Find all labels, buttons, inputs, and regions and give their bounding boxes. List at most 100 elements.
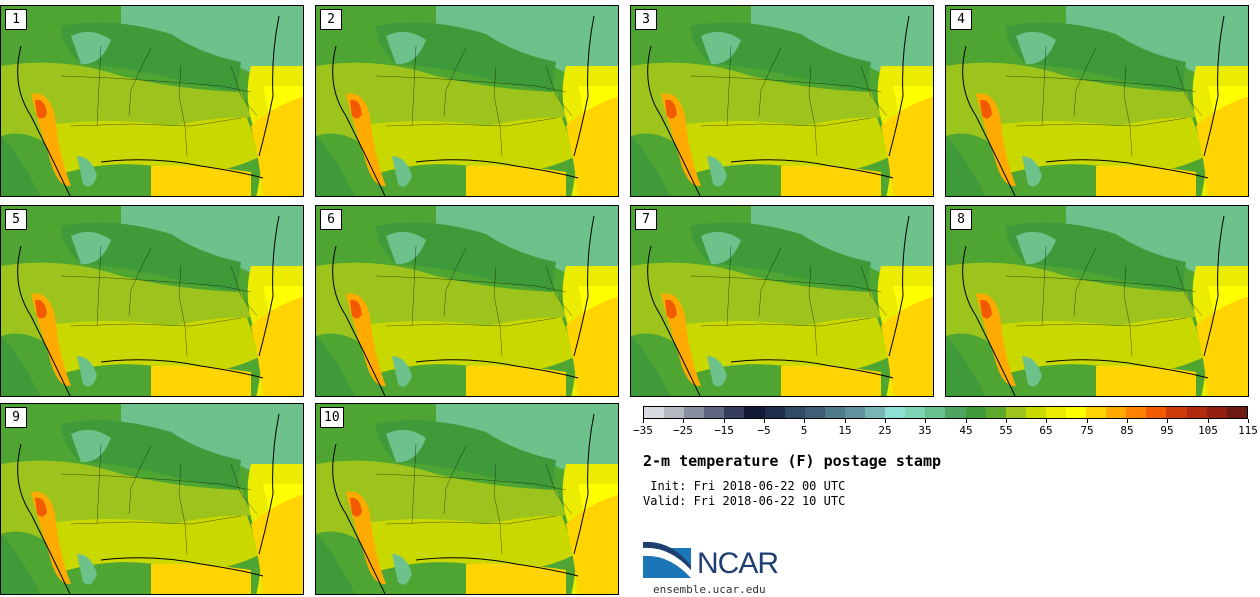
colorbar-tick-label: 5 [800, 424, 808, 437]
colorbar-swatch [664, 407, 685, 418]
colorbar-tick-label: 45 [959, 424, 973, 437]
member-label: 10 [320, 407, 344, 428]
member-map-panel[interactable]: 3 [630, 5, 934, 197]
temperature-map [316, 6, 618, 196]
colorbar-swatch [1005, 407, 1026, 418]
colorbar-swatch [945, 407, 966, 418]
colorbar-swatch [1106, 407, 1127, 418]
member-map-panel[interactable]: 9 [0, 403, 304, 595]
colorbar-swatch [1186, 407, 1207, 418]
member-label: 4 [950, 9, 972, 30]
colorbar-swatch [985, 407, 1006, 418]
colorbar-tick [1248, 419, 1249, 423]
temperature-map [1, 6, 303, 196]
colorbar-tick-label: 105 [1198, 424, 1218, 437]
member-label: 8 [950, 209, 972, 230]
colorbar-tick [966, 419, 967, 423]
colorbar-tick [764, 419, 765, 423]
colorbar-tick [804, 419, 805, 423]
colorbar-tick-label: 75 [1080, 424, 1094, 437]
colorbar-swatch [704, 407, 725, 418]
ncar-logo-text: NCAR [697, 547, 779, 580]
colorbar-tick-label: −35 [633, 424, 653, 437]
colorbar-swatch [865, 407, 886, 418]
colorbar-tick-labels: −35 −25 −15 −5 5 15 25 35 45 55 65 75 85 95 105 115 [633, 419, 1258, 441]
colorbar-swatch [1045, 407, 1066, 418]
colorbar-swatch [1146, 407, 1167, 418]
temperature-map [316, 404, 618, 594]
temperature-map [1, 206, 303, 396]
colorbar-tick-label: 55 [999, 424, 1013, 437]
colorbar-tick-label: 65 [1039, 424, 1053, 437]
colorbar-swatch [764, 407, 785, 418]
colorbar-tick-label: 95 [1160, 424, 1174, 437]
colorbar-tick [683, 419, 684, 423]
temperature-map [631, 6, 933, 196]
member-map-panel[interactable]: 10 [315, 403, 619, 595]
temperature-map [316, 206, 618, 396]
colorbar-tick [1087, 419, 1088, 423]
colorbar-swatch [925, 407, 946, 418]
member-label: 6 [320, 209, 342, 230]
colorbar-swatch [804, 407, 825, 418]
colorbar-tick [1006, 419, 1007, 423]
member-label: 5 [5, 209, 27, 230]
colorbar-tick [845, 419, 846, 423]
colorbar-swatch [1226, 407, 1247, 418]
chart-title: 2-m temperature (F) postage stamp [643, 452, 942, 470]
colorbar-tick-label: 35 [918, 424, 932, 437]
member-label: 9 [5, 407, 27, 428]
colorbar-swatch [744, 407, 765, 418]
colorbar-swatch [1065, 407, 1087, 418]
temperature-map [631, 206, 933, 396]
member-map-panel[interactable]: 4 [945, 5, 1249, 197]
colorbar-tick [1046, 419, 1047, 423]
member-label: 3 [635, 9, 657, 30]
colorbar-tick-label: −5 [757, 424, 771, 437]
member-map-panel[interactable]: 2 [315, 5, 619, 197]
site-url[interactable]: ensemble.ucar.edu [653, 583, 766, 596]
colorbar-swatch [644, 407, 665, 418]
member-map-panel[interactable]: 7 [630, 205, 934, 397]
colorbar-tick [724, 419, 725, 423]
init-time: Init: Fri 2018-06-22 00 UTC [643, 479, 846, 493]
colorbar-tick [643, 419, 644, 423]
colorbar-swatch [885, 407, 906, 418]
colorbar-swatch [784, 407, 805, 418]
colorbar-tick [1127, 419, 1128, 423]
colorbar-tick [1208, 419, 1209, 423]
colorbar-swatch [1126, 407, 1147, 418]
colorbar-swatch [724, 407, 745, 418]
member-map-panel[interactable]: 8 [945, 205, 1249, 397]
colorbar-tick-label: 115 [1238, 424, 1258, 437]
member-map-panel[interactable]: 1 [0, 5, 304, 197]
temperature-map [1, 404, 303, 594]
temperature-map [946, 6, 1248, 196]
colorbar-swatch [965, 407, 986, 418]
member-map-panel[interactable]: 6 [315, 205, 619, 397]
member-label: 7 [635, 209, 657, 230]
colorbar-swatch [824, 407, 845, 418]
member-label: 2 [320, 9, 342, 30]
valid-time: Valid: Fri 2018-06-22 10 UTC [643, 494, 846, 508]
colorbar-swatch [1166, 407, 1187, 418]
colorbar-swatch [844, 407, 866, 418]
colorbar-tick [925, 419, 926, 423]
colorbar-tick-label: −25 [673, 424, 693, 437]
colorbar-swatch [1206, 407, 1227, 418]
colorbar-tick [1167, 419, 1168, 423]
colorbar-tick-label: 15 [838, 424, 852, 437]
colorbar-swatch [1086, 407, 1107, 418]
colorbar-tick [885, 419, 886, 423]
ncar-logo-icon[interactable] [643, 540, 803, 584]
colorbar-swatch [684, 407, 705, 418]
temperature-map [946, 206, 1248, 396]
colorbar-tick-label: −15 [714, 424, 734, 437]
colorbar-swatch [905, 407, 926, 418]
colorbar-tick-label: 25 [878, 424, 892, 437]
member-label: 1 [5, 9, 27, 30]
member-map-panel[interactable]: 5 [0, 205, 304, 397]
colorbar-tick-label: 85 [1120, 424, 1134, 437]
temperature-colorbar [643, 406, 1248, 419]
colorbar-swatch [1025, 407, 1046, 418]
